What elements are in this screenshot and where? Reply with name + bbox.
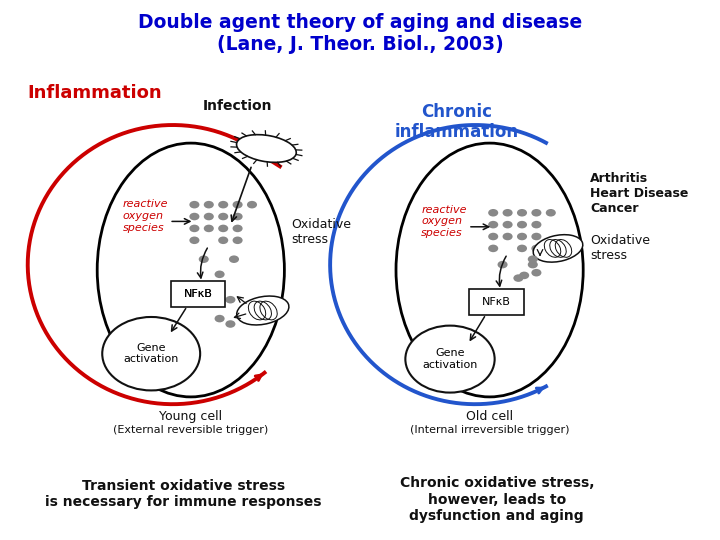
Circle shape: [218, 201, 228, 208]
Circle shape: [204, 201, 214, 208]
Circle shape: [513, 274, 523, 282]
Circle shape: [531, 209, 541, 217]
FancyBboxPatch shape: [469, 289, 524, 315]
Circle shape: [517, 233, 527, 240]
Circle shape: [546, 209, 556, 217]
Text: Gene
activation: Gene activation: [124, 343, 179, 364]
Text: Oxidative
stress: Oxidative stress: [590, 234, 650, 262]
Circle shape: [247, 201, 257, 208]
Circle shape: [204, 225, 214, 232]
Text: reactive
oxygen
species: reactive oxygen species: [122, 199, 168, 233]
Circle shape: [218, 225, 228, 232]
FancyBboxPatch shape: [171, 281, 225, 307]
Ellipse shape: [534, 235, 582, 262]
Text: Chronic oxidative stress,
however, leads to
dysfunction and aging: Chronic oxidative stress, however, leads…: [400, 476, 594, 523]
Circle shape: [531, 233, 541, 240]
Text: Young cell: Young cell: [159, 410, 222, 423]
Text: NFκB: NFκB: [184, 289, 212, 299]
Circle shape: [225, 296, 235, 303]
Circle shape: [503, 209, 513, 217]
Text: (Lane, J. Theor. Biol., 2003): (Lane, J. Theor. Biol., 2003): [217, 35, 503, 54]
Circle shape: [488, 233, 498, 240]
Circle shape: [488, 209, 498, 217]
Circle shape: [519, 272, 529, 279]
Circle shape: [528, 255, 538, 263]
Ellipse shape: [237, 296, 289, 325]
Circle shape: [517, 209, 527, 217]
Text: Transient oxidative stress
is necessary for immune responses: Transient oxidative stress is necessary …: [45, 479, 322, 509]
Circle shape: [102, 317, 200, 390]
Circle shape: [233, 225, 243, 232]
Circle shape: [498, 261, 508, 268]
Text: Arthritis
Heart Disease
Cancer: Arthritis Heart Disease Cancer: [590, 172, 689, 215]
Text: Double agent theory of aging and disease: Double agent theory of aging and disease: [138, 14, 582, 32]
Circle shape: [204, 213, 214, 220]
Text: NFκB: NFκB: [184, 289, 212, 299]
Circle shape: [189, 201, 199, 208]
Circle shape: [199, 255, 209, 263]
Circle shape: [218, 237, 228, 244]
Circle shape: [488, 221, 498, 228]
Text: (External reversible trigger): (External reversible trigger): [113, 425, 269, 435]
Circle shape: [488, 245, 498, 252]
Text: Infection: Infection: [203, 99, 272, 113]
Circle shape: [225, 320, 235, 328]
Circle shape: [528, 261, 538, 268]
Circle shape: [229, 255, 239, 263]
Circle shape: [531, 269, 541, 276]
Circle shape: [517, 221, 527, 228]
Circle shape: [531, 221, 541, 228]
Text: Oxidative
stress: Oxidative stress: [292, 218, 351, 246]
Text: (Internal irreversible trigger): (Internal irreversible trigger): [410, 425, 570, 435]
Circle shape: [503, 221, 513, 228]
Circle shape: [233, 237, 243, 244]
Circle shape: [531, 245, 541, 252]
Text: Old cell: Old cell: [466, 410, 513, 423]
Circle shape: [189, 237, 199, 244]
Circle shape: [405, 326, 495, 393]
Circle shape: [233, 201, 243, 208]
Text: Inflammation: Inflammation: [27, 84, 162, 102]
Ellipse shape: [236, 134, 297, 163]
Circle shape: [503, 233, 513, 240]
Circle shape: [215, 315, 225, 322]
Text: Gene
activation: Gene activation: [423, 348, 477, 370]
Circle shape: [189, 225, 199, 232]
Text: Chronic
inflammation: Chronic inflammation: [395, 103, 519, 141]
Text: NFκB: NFκB: [482, 298, 511, 307]
Circle shape: [215, 271, 225, 278]
Circle shape: [233, 213, 243, 220]
Circle shape: [189, 213, 199, 220]
Text: reactive
oxygen
species: reactive oxygen species: [421, 205, 467, 238]
Circle shape: [517, 245, 527, 252]
Circle shape: [218, 213, 228, 220]
